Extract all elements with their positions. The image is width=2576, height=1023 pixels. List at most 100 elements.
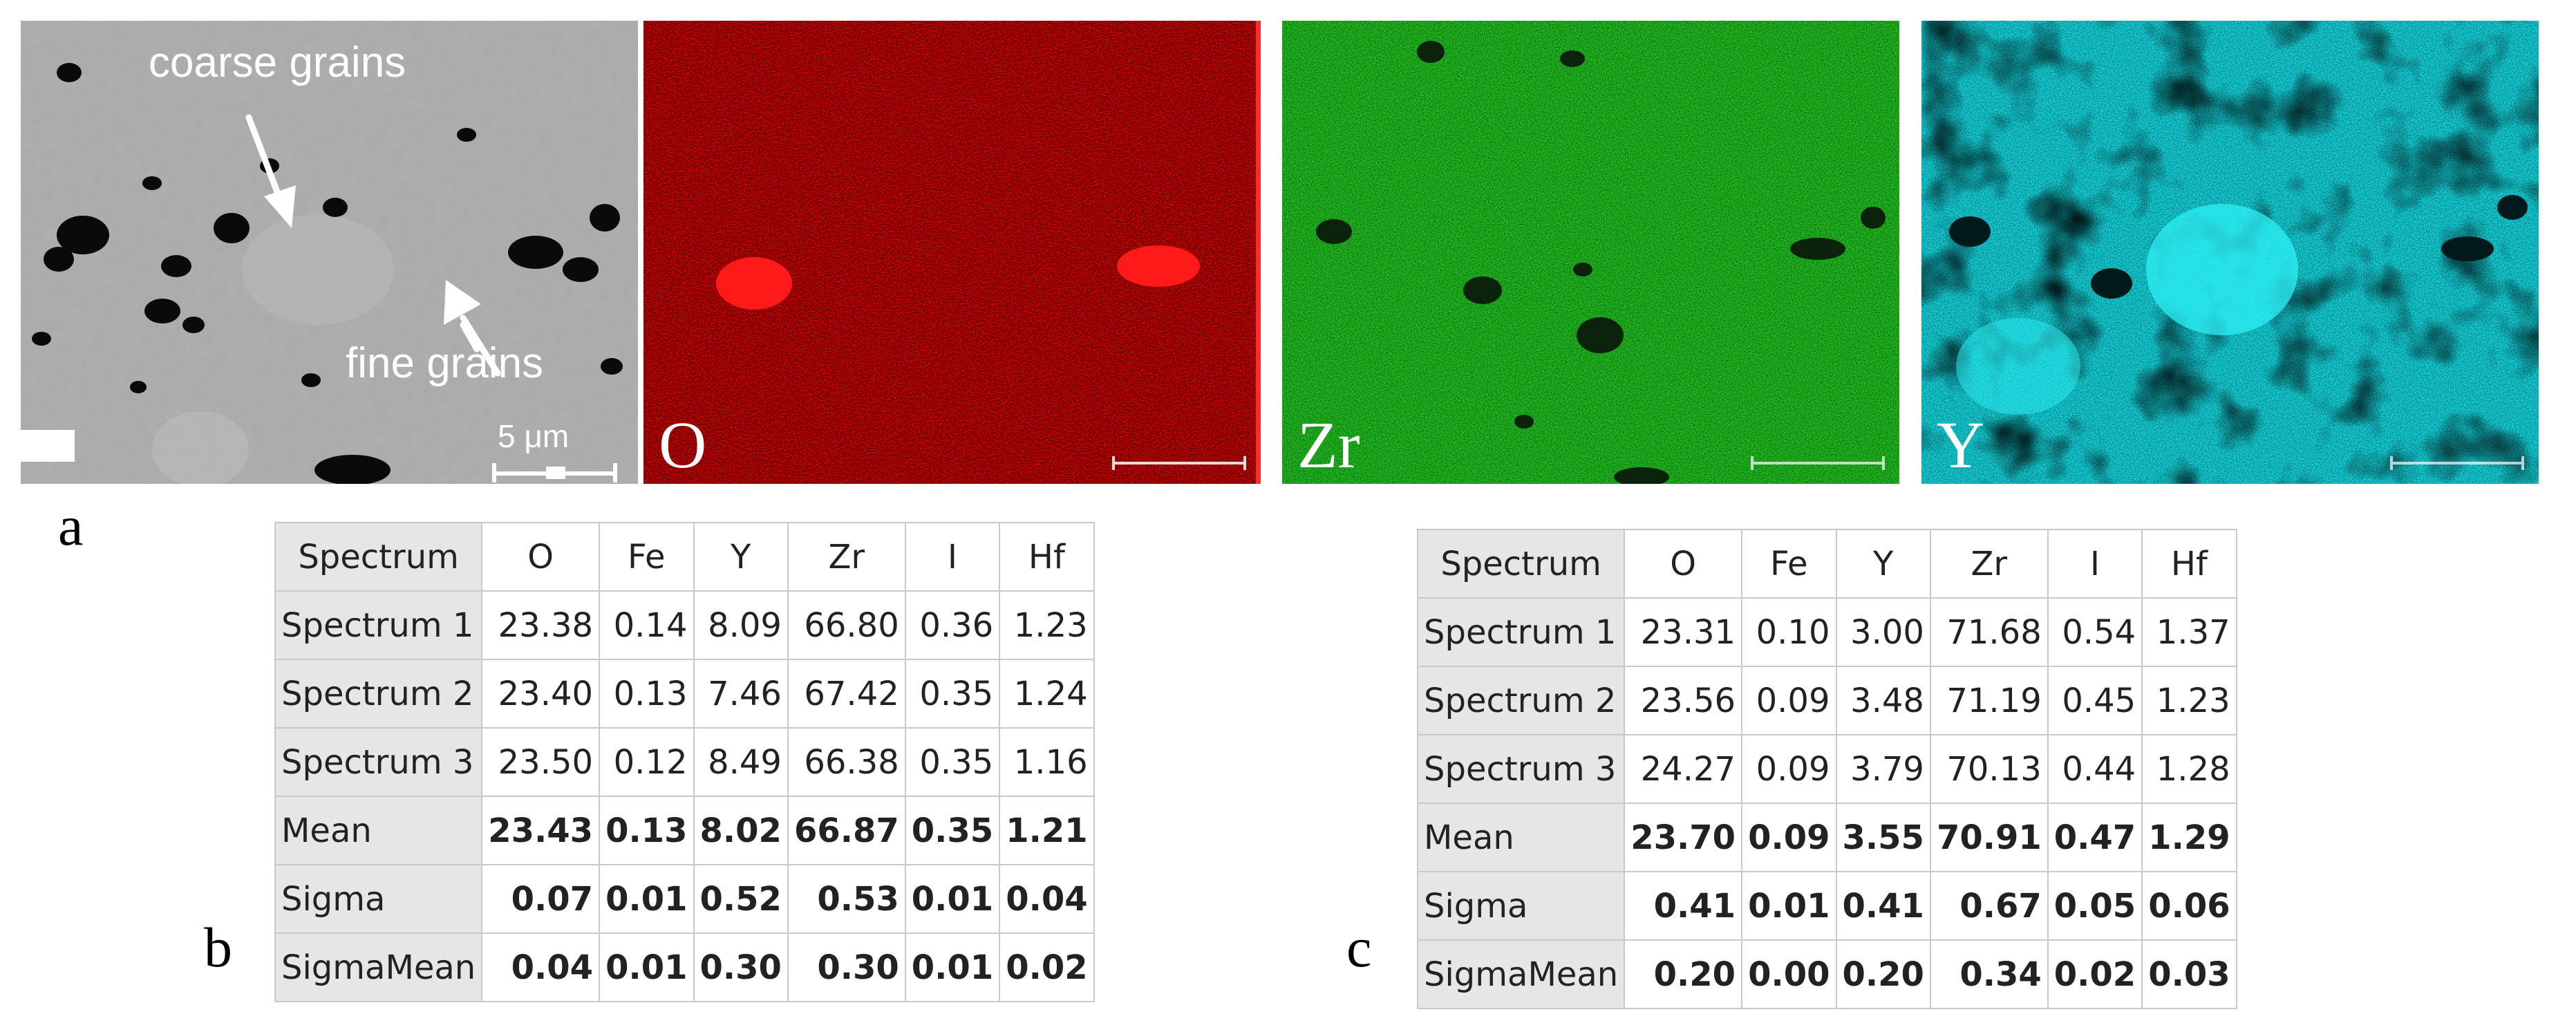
table-row: Spectrum 2 23.40 0.13 7.46 67.42 0.35 1.…: [274, 659, 1095, 729]
table-header-row: Spectrum O Fe Y Zr I Hf: [1416, 529, 2237, 599]
header-cell: Y: [1835, 529, 1931, 599]
header-cell: Spectrum: [1416, 529, 1626, 599]
row-label: Sigma: [1416, 871, 1626, 941]
table-cell: 8.02: [693, 796, 789, 865]
table-cell: 0.01: [904, 932, 1001, 1002]
table-cell: 0.35: [904, 796, 1001, 865]
table-cell: 1.37: [2141, 597, 2237, 667]
table-cell: 0.14: [599, 590, 695, 660]
table-cell: 0.30: [787, 932, 906, 1002]
sem-image: coarse grains fine grains 5 μm: [21, 21, 638, 484]
row-label: SigmaMean: [274, 932, 483, 1002]
table-cell: 0.45: [2047, 666, 2143, 735]
header-cell: Zr: [787, 522, 906, 592]
table-cell: 3.55: [1835, 803, 1931, 872]
table-cell: 8.49: [693, 727, 789, 797]
table-cell: 0.20: [1624, 939, 1743, 1009]
table-cell: 3.00: [1835, 597, 1931, 667]
table-cell: 0.10: [1741, 597, 1837, 667]
row-label: Mean: [1416, 803, 1626, 872]
table-cell: 1.21: [999, 796, 1095, 865]
table-cell: 70.13: [1929, 734, 2049, 804]
table-cell: 0.01: [599, 864, 695, 934]
row-label: Spectrum 3: [1416, 734, 1626, 804]
table-cell: 0.67: [1929, 871, 2049, 941]
table-cell: 0.00: [1741, 939, 1837, 1009]
table-cell: 23.38: [481, 590, 601, 660]
table-cell: 1.28: [2141, 734, 2237, 804]
eds-table-b: Spectrum O Fe Y Zr I Hf Spectrum 1 23.38…: [274, 522, 1095, 1002]
table-cell: 0.03: [2141, 939, 2237, 1009]
eds-map-oxygen: O: [643, 21, 1261, 484]
table-cell: 8.09: [693, 590, 789, 660]
table-cell: 70.91: [1929, 803, 2049, 872]
table-cell: 0.54: [2047, 597, 2143, 667]
table-cell: 23.56: [1624, 666, 1743, 735]
table-cell: 0.02: [999, 932, 1095, 1002]
map-label-y: Y: [1937, 408, 1985, 482]
table-cell: 23.43: [481, 796, 601, 865]
figure-label-b: b: [204, 916, 232, 979]
table-cell: 0.41: [1624, 871, 1743, 941]
header-cell: I: [2047, 529, 2143, 599]
header-cell: Spectrum: [274, 522, 483, 592]
row-label: Spectrum 1: [1416, 597, 1626, 667]
header-cell: Zr: [1929, 529, 2049, 599]
header-cell: O: [481, 522, 601, 592]
table-cell: 0.01: [904, 864, 1001, 934]
table-cell: 71.19: [1929, 666, 2049, 735]
table-cell: 0.01: [599, 932, 695, 1002]
table-row: SigmaMean 0.04 0.01 0.30 0.30 0.01 0.02: [274, 932, 1095, 1002]
table-cell: 1.24: [999, 659, 1095, 729]
header-cell: Fe: [599, 522, 695, 592]
scale-bar-label: 5 μm: [498, 418, 570, 454]
row-label: Spectrum 3: [274, 727, 483, 797]
map-label-zr: Zr: [1297, 408, 1360, 482]
table-cell: 23.40: [481, 659, 601, 729]
table-cell: 1.16: [999, 727, 1095, 797]
table-cell: 3.48: [1835, 666, 1931, 735]
table-cell: 66.80: [787, 590, 906, 660]
table-cell: 7.46: [693, 659, 789, 729]
table-cell: 0.47: [2047, 803, 2143, 872]
row-label: Spectrum 1: [274, 590, 483, 660]
table-cell: 71.68: [1929, 597, 2049, 667]
table-cell: 23.31: [1624, 597, 1743, 667]
table-cell: 1.23: [999, 590, 1095, 660]
table-cell: 1.29: [2141, 803, 2237, 872]
row-label: Spectrum 2: [1416, 666, 1626, 735]
table-row: Mean 23.43 0.13 8.02 66.87 0.35 1.21: [274, 796, 1095, 865]
table-cell: 0.09: [1741, 734, 1837, 804]
table-cell: 0.02: [2047, 939, 2143, 1009]
table-cell: 0.20: [1835, 939, 1931, 1009]
table-cell: 0.09: [1741, 666, 1837, 735]
table-row: SigmaMean 0.20 0.00 0.20 0.34 0.02 0.03: [1416, 939, 2237, 1009]
table-cell: 0.13: [599, 659, 695, 729]
table-row: Spectrum 1 23.38 0.14 8.09 66.80 0.36 1.…: [274, 590, 1095, 660]
header-cell: Y: [693, 522, 789, 592]
table-cell: 1.23: [2141, 666, 2237, 735]
table-cell: 0.06: [2141, 871, 2237, 941]
table-cell: 0.01: [1741, 871, 1837, 941]
table-cell: 0.13: [599, 796, 695, 865]
annotation-coarse-grains: coarse grains: [149, 39, 406, 86]
table-cell: 0.04: [999, 864, 1095, 934]
table-cell: 0.44: [2047, 734, 2143, 804]
table-cell: 0.41: [1835, 871, 1931, 941]
table-cell: 0.12: [599, 727, 695, 797]
eds-map-zirconium: Zr: [1282, 21, 1899, 484]
table-cell: 0.52: [693, 864, 789, 934]
table-cell: 24.27: [1624, 734, 1743, 804]
map-label-o: O: [659, 408, 707, 482]
table-cell: 0.04: [481, 932, 601, 1002]
eds-map-yttrium: Y: [1921, 21, 2539, 484]
table-row: Spectrum 2 23.56 0.09 3.48 71.19 0.45 1.…: [1416, 666, 2237, 735]
table-cell: 23.70: [1624, 803, 1743, 872]
table-cell: 67.42: [787, 659, 906, 729]
table-cell: 0.07: [481, 864, 601, 934]
table-row: Mean 23.70 0.09 3.55 70.91 0.47 1.29: [1416, 803, 2237, 872]
table-cell: 3.79: [1835, 734, 1931, 804]
table-cell: 23.50: [481, 727, 601, 797]
annotation-fine-grains: fine grains: [346, 339, 544, 387]
table-cell: 0.36: [904, 590, 1001, 660]
